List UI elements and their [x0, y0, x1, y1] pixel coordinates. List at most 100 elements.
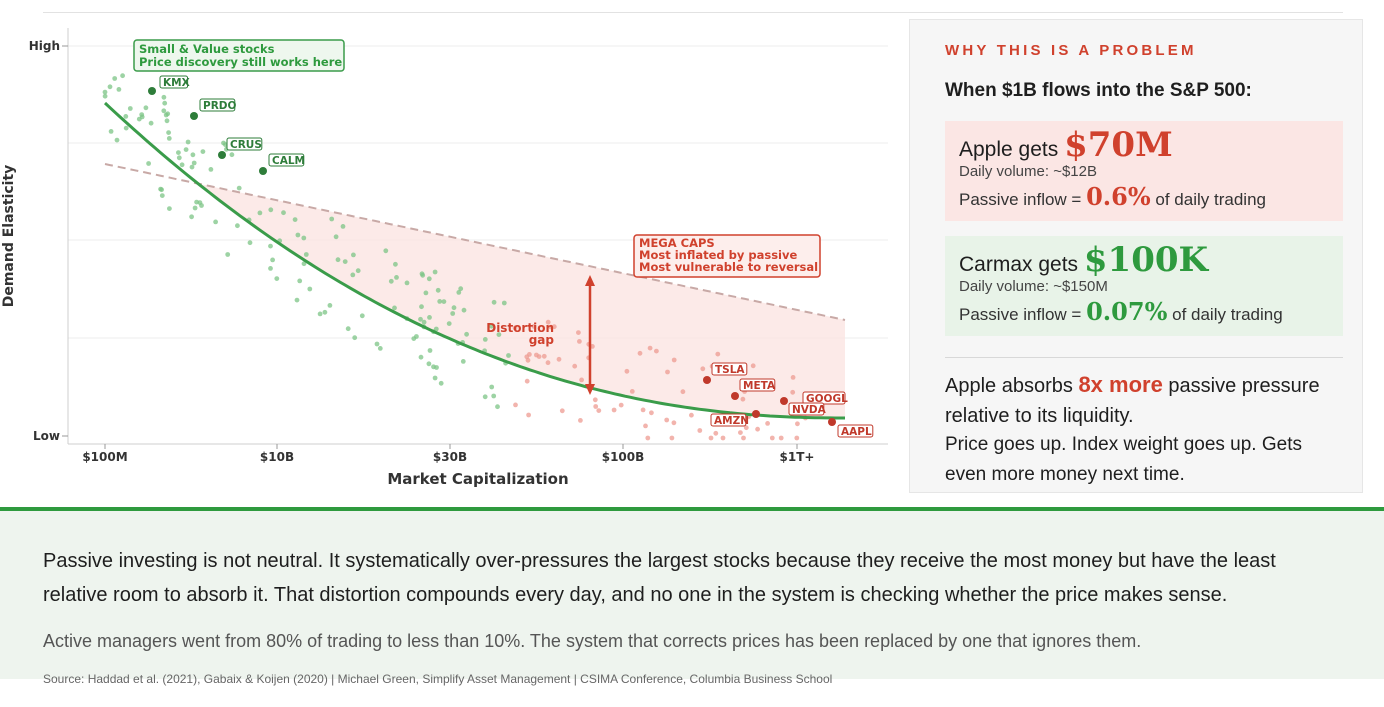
- stock-tag-label: CALM: [272, 155, 305, 167]
- scatter-point: [322, 309, 328, 315]
- carmax-inflow: Passive inflow = 0.07% of daily trading: [959, 297, 1329, 326]
- conclusion-main: Passive investing is not neutral. It sys…: [43, 550, 1276, 606]
- scatter-point: [643, 423, 648, 429]
- stock-tag-label: AAPL: [841, 426, 872, 438]
- scatter-point: [795, 421, 800, 427]
- apple-amount: $70M: [1064, 125, 1173, 165]
- scatter-point: [545, 319, 551, 325]
- scatter-point: [166, 136, 172, 141]
- scatter-point: [274, 276, 280, 281]
- stock-tag-box: [837, 424, 874, 438]
- scatter-point: [578, 418, 583, 423]
- scatter-point: [139, 112, 145, 117]
- stock-tag-box: [159, 75, 189, 89]
- scatter-point: [114, 137, 120, 143]
- scatter-point: [496, 332, 502, 337]
- mega-caps-line3: Most vulnerable to reversal: [639, 260, 818, 274]
- scatter-point: [208, 167, 214, 172]
- y-tick-label: High: [29, 39, 60, 53]
- scatter-point: [167, 206, 172, 212]
- scatter-point: [715, 351, 721, 357]
- scatter-point: [419, 304, 424, 310]
- stock-tag-box: [199, 98, 236, 112]
- absorb-prefix: Apple absorbs: [945, 375, 1073, 397]
- scatter-point: [461, 307, 467, 313]
- scatter-point: [451, 305, 457, 311]
- carmax-volume: Daily volume: ~$150M: [959, 278, 1108, 295]
- absorb-highlight: 8x more: [1078, 372, 1163, 397]
- scatter-point: [236, 185, 242, 191]
- absorb-suffix: passive pressure relative to its liquidi…: [945, 375, 1320, 427]
- stock-marker: [780, 397, 788, 405]
- stock-tag-box: [739, 378, 776, 392]
- scatter-point: [596, 408, 602, 413]
- scatter-point: [524, 378, 530, 384]
- x-tick-label: $10B: [260, 450, 294, 464]
- scatter-point: [377, 346, 383, 351]
- scatter-point: [559, 408, 565, 414]
- scatter-point: [374, 341, 380, 347]
- scatter-point: [165, 111, 171, 117]
- carmax-inflow-prefix: Passive inflow =: [959, 305, 1082, 324]
- scatter-point: [624, 368, 630, 374]
- stock-tag-label: CRUS: [230, 139, 262, 151]
- scatter-point: [741, 435, 746, 441]
- mega-caps-title: MEGA CAPS: [639, 236, 715, 250]
- scatter-point: [458, 286, 464, 292]
- axes: [67, 28, 888, 445]
- scatter-point: [270, 257, 275, 263]
- scatter-point: [426, 361, 432, 367]
- apple-card: Apple gets $70M Daily volume: ~$12B Pass…: [945, 121, 1343, 221]
- stock-marker: [731, 392, 739, 400]
- scatter-point: [179, 162, 185, 168]
- x-tick-label: $100B: [602, 450, 645, 464]
- scatter-point: [671, 357, 677, 363]
- absorb-statement: Apple absorbs 8x more passive pressure r…: [945, 370, 1345, 431]
- scatter-point: [268, 266, 273, 271]
- scatter-point: [637, 350, 643, 356]
- scatter-point: [190, 152, 196, 158]
- scatter-point: [107, 84, 113, 90]
- scatter-point: [327, 303, 333, 308]
- apple-volume: Daily volume: ~$12B: [959, 163, 1097, 180]
- reference-line: [104, 163, 846, 321]
- scatter-point: [769, 435, 775, 441]
- carmax-gets: Carmax gets $100K: [959, 240, 1329, 280]
- mega-caps-box: [633, 234, 821, 278]
- x-tick-label: $100M: [82, 450, 127, 464]
- scatter-point: [200, 149, 206, 155]
- stock-marker: [752, 410, 760, 418]
- scatter-point: [127, 106, 133, 111]
- scatter-point: [435, 287, 441, 293]
- scatter-point: [294, 297, 300, 303]
- scatter-point: [295, 232, 301, 238]
- stock-tag-label: TSLA: [715, 364, 745, 376]
- scatter-point: [268, 207, 274, 213]
- x-tick-label: $1T+: [780, 450, 815, 464]
- scatter-point: [197, 200, 203, 206]
- scatter-point: [123, 114, 129, 119]
- scatter-point: [482, 337, 488, 342]
- scatter-point: [257, 210, 263, 216]
- scatter-point: [743, 425, 749, 431]
- scatter-point: [192, 205, 198, 211]
- scatter-point: [307, 286, 313, 292]
- scatter-point: [225, 252, 231, 257]
- scatter-point: [513, 402, 518, 408]
- scatter-point: [441, 299, 447, 304]
- scatter-point: [333, 234, 339, 240]
- scatter-point: [437, 299, 443, 304]
- stock-tag-label: GOOGL: [806, 393, 848, 405]
- scatter-point: [713, 430, 719, 436]
- scatter-point: [556, 356, 562, 362]
- scatter-point: [383, 248, 389, 254]
- scatter-point: [329, 216, 335, 222]
- scatter-point: [671, 420, 677, 426]
- scatter-point: [112, 76, 118, 81]
- scatter-point: [664, 417, 670, 423]
- scatter-point: [577, 339, 582, 344]
- scatter-point: [161, 94, 167, 100]
- scatter-point: [355, 268, 361, 274]
- scatter-point: [393, 261, 398, 267]
